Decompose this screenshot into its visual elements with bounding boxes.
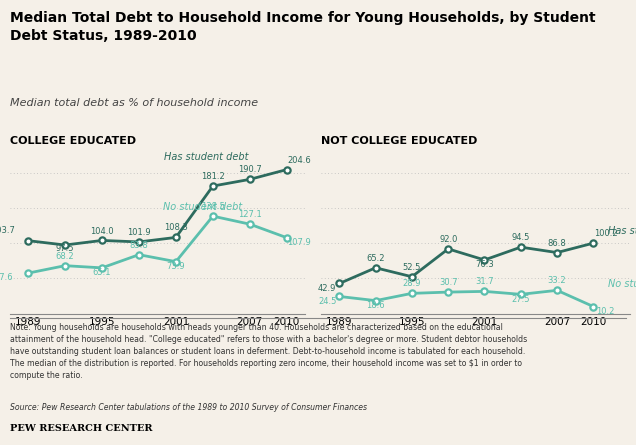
Text: 65.1: 65.1 bbox=[93, 268, 111, 277]
Text: 65.2: 65.2 bbox=[366, 254, 385, 263]
Text: 31.7: 31.7 bbox=[475, 278, 494, 287]
Text: 33.2: 33.2 bbox=[548, 276, 567, 285]
Text: Median total debt as % of household income: Median total debt as % of household inco… bbox=[10, 98, 258, 108]
Text: 107.9: 107.9 bbox=[287, 238, 311, 247]
Text: 73.9: 73.9 bbox=[167, 262, 185, 271]
Text: 100.2: 100.2 bbox=[593, 229, 618, 238]
Text: 24.5: 24.5 bbox=[318, 297, 336, 306]
Text: 94.5: 94.5 bbox=[511, 233, 530, 242]
Text: 204.6: 204.6 bbox=[287, 156, 311, 165]
Text: 27.5: 27.5 bbox=[511, 295, 530, 303]
Text: 108.3: 108.3 bbox=[164, 223, 188, 232]
Text: 83.8: 83.8 bbox=[130, 241, 148, 250]
Text: 190.7: 190.7 bbox=[238, 166, 261, 174]
Text: 30.7: 30.7 bbox=[439, 278, 457, 287]
Text: PEW RESEARCH CENTER: PEW RESEARCH CENTER bbox=[10, 424, 152, 433]
Text: 76.3: 76.3 bbox=[475, 260, 494, 269]
Text: 86.8: 86.8 bbox=[548, 239, 567, 247]
Text: Source: Pew Research Center tabulations of the 1989 to 2010 Survey of Consumer F: Source: Pew Research Center tabulations … bbox=[10, 403, 366, 412]
Text: 92.0: 92.0 bbox=[439, 235, 457, 244]
Text: 18.6: 18.6 bbox=[366, 301, 385, 310]
Text: 57.6: 57.6 bbox=[0, 273, 13, 282]
Text: 10.2: 10.2 bbox=[597, 307, 614, 316]
Text: No student debt: No student debt bbox=[608, 279, 636, 289]
Text: 127.1: 127.1 bbox=[238, 210, 261, 219]
Text: COLLEGE EDUCATED: COLLEGE EDUCATED bbox=[10, 136, 135, 146]
Text: 104.0: 104.0 bbox=[90, 227, 114, 235]
Text: Median Total Debt to Household Income for Young Households, by Student
Debt Stat: Median Total Debt to Household Income fo… bbox=[10, 11, 595, 43]
Text: 97.5: 97.5 bbox=[56, 244, 74, 254]
Text: NOT COLLEGE EDUCATED: NOT COLLEGE EDUCATED bbox=[321, 136, 478, 146]
Text: 28.9: 28.9 bbox=[403, 279, 421, 288]
Text: No student debt: No student debt bbox=[163, 202, 242, 212]
Text: 101.9: 101.9 bbox=[127, 228, 151, 237]
Text: 68.2: 68.2 bbox=[56, 252, 74, 261]
Text: Note: Young households are households with heads younger than 40. Households are: Note: Young households are households wi… bbox=[10, 323, 527, 380]
Text: 138.5: 138.5 bbox=[201, 202, 225, 211]
Text: 103.7: 103.7 bbox=[0, 226, 15, 235]
Text: Has student debt: Has student debt bbox=[608, 226, 636, 235]
Text: Has student debt: Has student debt bbox=[165, 152, 249, 162]
Text: 42.9: 42.9 bbox=[318, 283, 336, 293]
Text: 181.2: 181.2 bbox=[201, 172, 225, 181]
Text: 52.5: 52.5 bbox=[403, 263, 421, 272]
